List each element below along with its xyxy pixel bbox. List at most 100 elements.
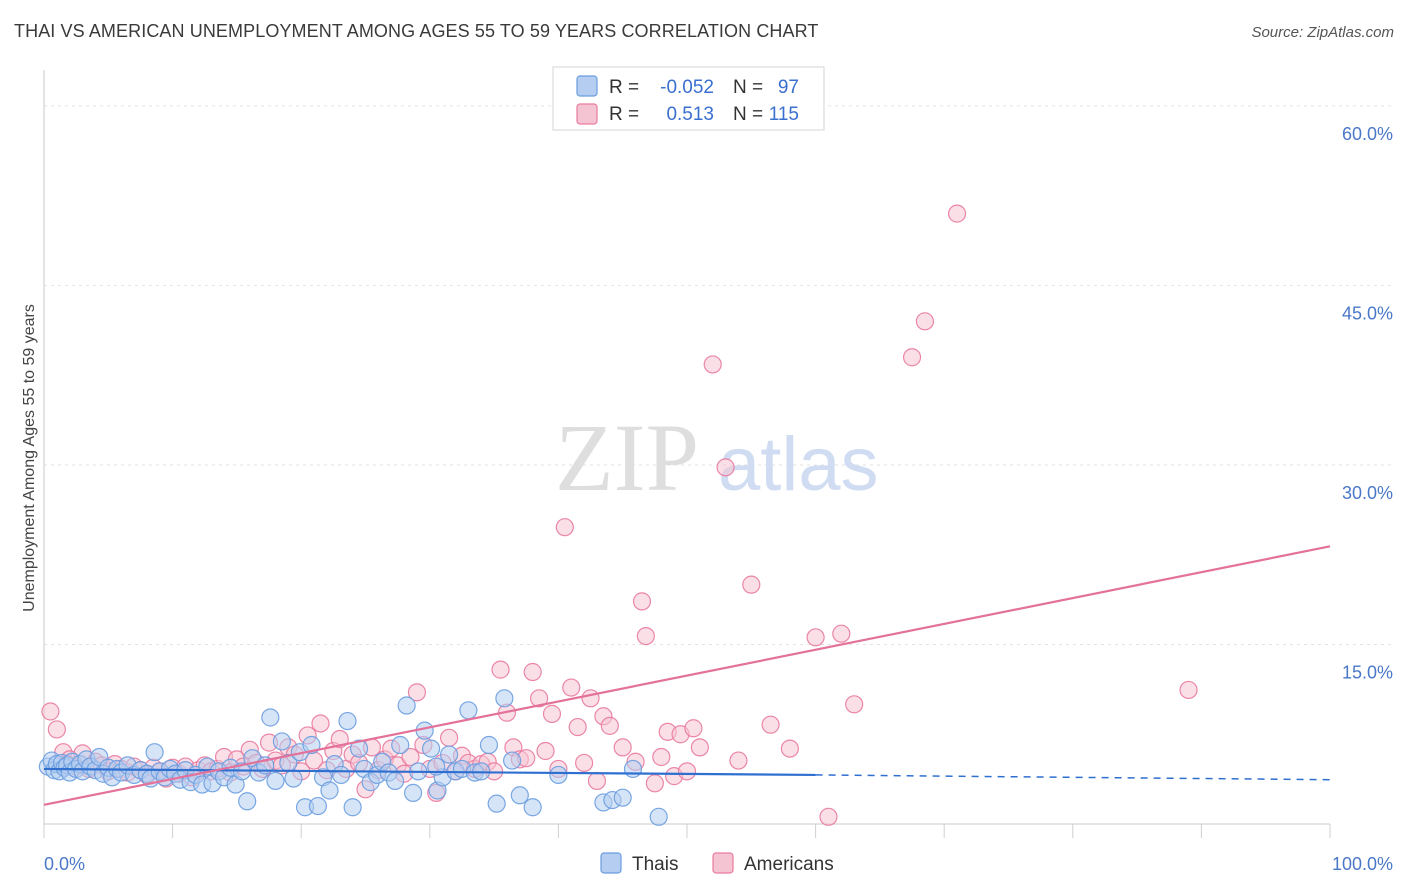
american-point [613,738,632,757]
thai-point [503,751,522,770]
series-americans [41,204,1198,826]
bottom-legend-swatch-americans [712,852,734,874]
legend-n-value-americans: 115 [769,104,799,125]
thai-point [343,798,362,817]
american-point [761,715,780,734]
american-point [845,695,864,714]
legend-n-label-thais: N = [733,77,763,98]
legend-swatch-thais [576,75,598,97]
thai-point [487,794,506,813]
american-point [636,626,655,646]
american-point [729,751,748,770]
thai-point [338,711,357,731]
watermark-atlas: atlas [718,422,879,507]
american-point [581,689,600,708]
bottom-legend: Thais Americans [600,852,834,875]
y-tick-label: 15.0% [1342,662,1393,682]
american-point [645,774,664,793]
american-point [562,678,581,697]
thai-point [523,798,542,817]
x-tick-label: 100.0% [1332,854,1393,874]
legend-n-label-americans: N = [733,104,763,125]
thai-point [397,696,416,715]
thai-point [320,781,339,800]
thai-point [308,796,328,816]
legend-r-value-thais: -0.052 [660,77,714,98]
thai-point [479,735,499,755]
legend-r-value-americans: 0.513 [666,104,714,125]
source-label: Source: ZipAtlas.com [1251,24,1394,41]
thai-point [427,757,446,776]
american-point [401,747,420,767]
thai-point [403,783,423,802]
y-tick-label: 45.0% [1342,303,1393,323]
y-axis-label: Unemployment Among Ages 55 to 59 years [21,304,38,612]
legend-frame [552,66,825,131]
thai-point [261,708,280,727]
bottom-legend-swatch-thais [600,852,622,874]
american-point [330,729,349,749]
thai-point [549,765,568,785]
american-point [407,683,427,702]
thai-point [623,759,643,779]
american-point [806,628,825,647]
thai-point [284,769,303,788]
american-point [536,741,555,761]
legend-n-value-thais: 97 [778,77,799,98]
american-point [600,716,619,735]
legend-box: R = -0.052 N = 97 R = 0.513 N = 115 [552,66,825,131]
axes [43,70,1330,825]
trend-line-thais-extension [815,774,1331,781]
american-point [439,728,459,747]
trend-line-americans [43,545,1331,806]
y-tick-label: 60.0% [1342,124,1393,144]
american-point [1179,680,1198,700]
american-point [780,739,799,758]
american-point [652,747,671,767]
legend-r-label-thais: R = [609,77,639,98]
thai-point [391,735,410,755]
american-point [491,660,510,679]
american-point [311,714,330,733]
american-point [542,704,562,723]
american-point [742,575,761,594]
thai-point [649,807,668,826]
bottom-legend-label-thais: Thais [632,854,678,875]
thai-point [613,788,632,807]
thai-point [385,771,405,791]
thai-point [238,792,257,811]
legend-swatch-americans [576,103,598,125]
watermark-zip: ZIP [555,404,699,511]
trend-line-thais [43,767,816,777]
y-tick-labels: 15.0% 30.0% 45.0% 60.0% [1342,124,1393,683]
thai-point [145,743,164,762]
american-point [819,807,838,826]
thai-point [459,701,478,720]
thai-point [421,739,441,758]
thai-point [272,732,292,751]
american-point [684,719,703,738]
thai-point [266,771,285,791]
american-point [47,720,66,739]
american-point [575,753,594,773]
y-tick-label: 30.0% [1342,483,1393,503]
american-point [677,762,697,781]
american-point [947,204,967,223]
watermark: ZIP atlas [555,404,879,511]
american-point [716,458,735,477]
american-point [523,662,542,682]
american-point [832,624,851,643]
thai-point [439,745,459,764]
american-point [703,355,722,374]
american-point [555,518,574,537]
x-tick-labels: 0.0% 100.0% [44,854,1393,874]
american-point [587,771,607,791]
bottom-legend-label-americans: Americans [744,854,834,875]
thai-point [495,689,514,708]
thai-point [331,765,351,785]
chart-title: THAI VS AMERICAN UNEMPLOYMENT AMONG AGES… [14,21,819,41]
american-point [915,312,935,331]
thai-point [510,786,529,805]
american-point [902,348,922,367]
